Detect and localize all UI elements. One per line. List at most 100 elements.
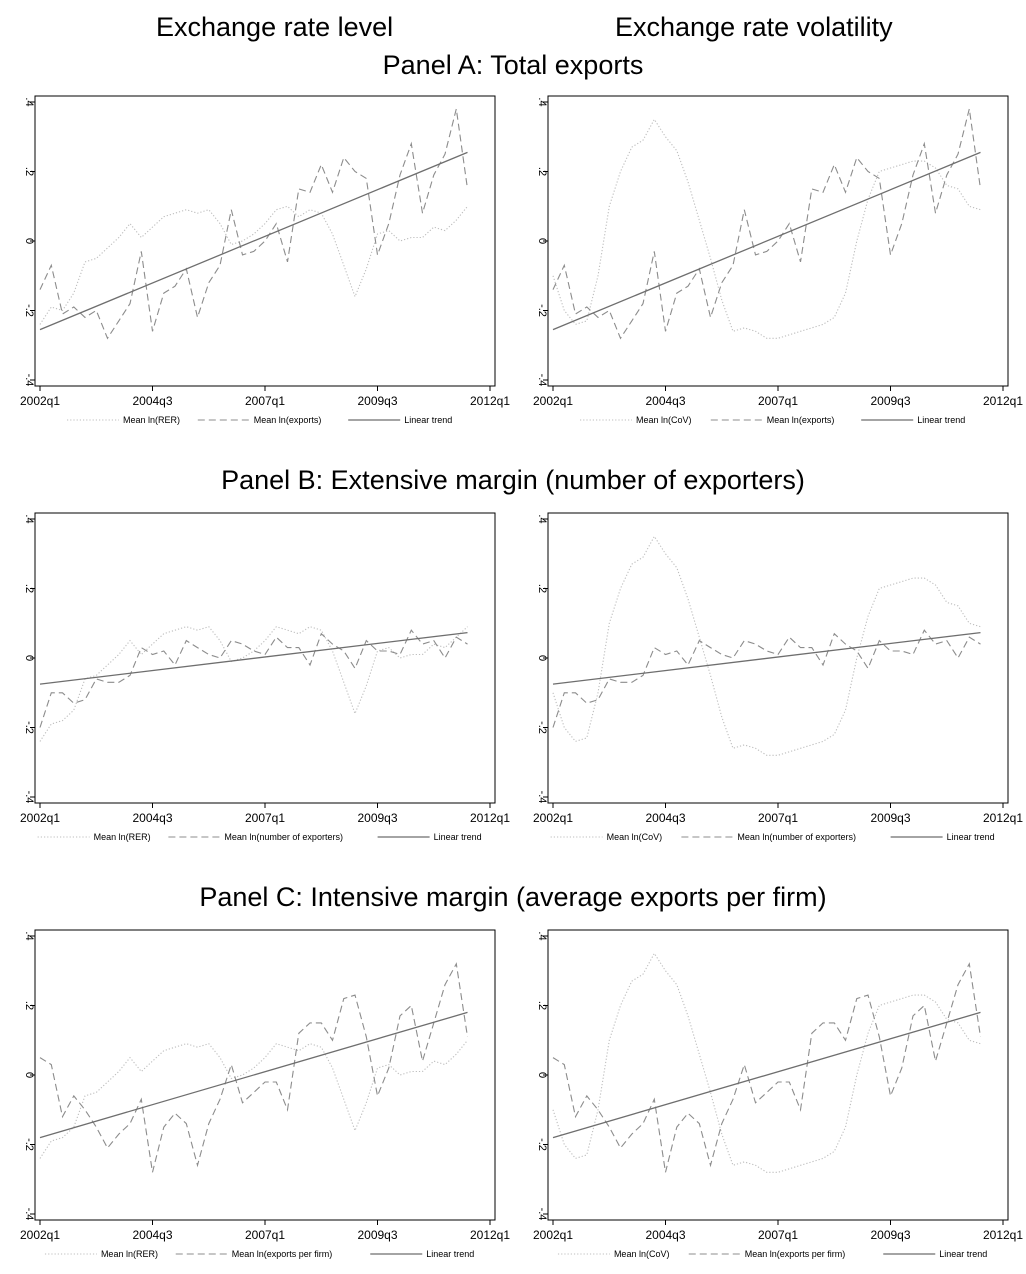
x-tick-label: 2012q1 <box>983 1228 1023 1242</box>
y-tick-label: -.4 <box>536 374 548 387</box>
x-tick-label: 2004q3 <box>645 1228 685 1242</box>
legend-label: Mean ln(RER) <box>123 415 180 425</box>
y-tick-label: -.4 <box>536 1208 548 1221</box>
x-tick-label: 2012q1 <box>470 394 510 408</box>
plot-frame <box>34 95 496 387</box>
series-line-dashed <box>552 108 982 340</box>
x-tick-label: 2012q1 <box>470 1228 510 1242</box>
panel-b-title: Panel B: Extensive margin (number of exp… <box>221 465 805 495</box>
legend-label: Mean ln(CoV) <box>607 832 663 842</box>
legend-label: Linear trend <box>947 832 995 842</box>
y-tick-label: 0 <box>23 1072 35 1078</box>
y-tick-label: -.2 <box>23 721 35 734</box>
x-tick-label: 2012q1 <box>983 811 1023 825</box>
series-line-dotted <box>39 1039 468 1159</box>
series-line-solid <box>39 631 468 685</box>
legend-label: Linear trend <box>939 1249 987 1259</box>
y-tick-label: .2 <box>23 167 35 176</box>
chart-panel-c-exchange-rate-level: -.4 -.2 0 .2 .4 2002q1 2004q3 2007q1 2009q3 2012q… <box>20 929 510 1259</box>
x-tick-label: 2009q3 <box>870 394 910 408</box>
x-tick-label: 2007q1 <box>245 811 285 825</box>
legend-label: Mean ln(exports) <box>767 415 835 425</box>
y-tick-label: .4 <box>23 931 35 940</box>
legend-label: Mean ln(exports per firm) <box>232 1249 333 1259</box>
x-tick-label: 2009q3 <box>357 811 397 825</box>
x-tick-label: 2004q3 <box>132 811 172 825</box>
legend-label: Mean ln(CoV) <box>636 415 692 425</box>
panel-a-title: Panel A: Total exports <box>382 50 644 80</box>
legend-label: Linear trend <box>917 415 965 425</box>
chart-panel-a-exchange-rate-volatility: -.4 -.2 0 .2 .4 2002q1 2004q3 2007q1 2009q3 2012q… <box>533 95 1023 425</box>
x-tick-label: 2007q1 <box>758 394 798 408</box>
series-line-solid <box>552 151 981 331</box>
y-tick-label: -.2 <box>23 304 35 317</box>
y-tick-label: 0 <box>536 1072 548 1078</box>
y-tick-label: 0 <box>23 655 35 661</box>
y-tick-label: -.4 <box>536 791 548 804</box>
x-tick-label: 2009q3 <box>870 811 910 825</box>
chart-panel-c-exchange-rate-volatility: -.4 -.2 0 .2 .4 2002q1 2004q3 2007q1 2009q3 2012q… <box>533 929 1023 1259</box>
x-tick-label: 2002q1 <box>20 811 60 825</box>
series-line-dashed <box>39 962 469 1173</box>
series-line-solid <box>552 1011 981 1139</box>
y-tick-label: .4 <box>536 931 548 940</box>
left-column-title: Exchange rate level <box>156 12 394 42</box>
y-tick-label: 0 <box>23 238 35 244</box>
x-tick-label: 2002q1 <box>533 394 573 408</box>
y-tick-label: .2 <box>536 1001 548 1010</box>
plot-frame <box>547 929 1009 1221</box>
legend-label: Mean ln(number of exporters) <box>737 832 856 842</box>
series-line-dotted <box>552 952 981 1173</box>
y-tick-label: 0 <box>536 655 548 661</box>
panel-c-title: Panel C: Intensive margin (average expor… <box>199 882 827 912</box>
x-tick-label: 2009q3 <box>357 1228 397 1242</box>
y-tick-label: -.2 <box>536 1138 548 1151</box>
series-line-dotted <box>39 205 468 325</box>
x-tick-label: 2004q3 <box>645 394 685 408</box>
y-tick-label: .4 <box>23 514 35 523</box>
y-tick-label: .2 <box>23 584 35 593</box>
legend-label: Mean ln(number of exporters) <box>224 832 343 842</box>
x-tick-label: 2002q1 <box>20 1228 60 1242</box>
plot-frame <box>34 929 496 1221</box>
x-tick-label: 2002q1 <box>533 1228 573 1242</box>
x-tick-label: 2007q1 <box>245 1228 285 1242</box>
legend-label: Mean ln(CoV) <box>614 1249 670 1259</box>
legend-label: Linear trend <box>404 415 452 425</box>
series-line-dotted <box>552 535 981 756</box>
x-tick-label: 2009q3 <box>357 394 397 408</box>
x-tick-label: 2007q1 <box>758 1228 798 1242</box>
y-tick-label: .2 <box>23 1001 35 1010</box>
plot-frame <box>34 512 496 804</box>
x-tick-label: 2004q3 <box>132 1228 172 1242</box>
series-line-dashed <box>39 108 469 340</box>
y-tick-label: .2 <box>536 584 548 593</box>
x-tick-label: 2004q3 <box>132 394 172 408</box>
y-tick-label: -.4 <box>23 1208 35 1221</box>
series-line-dashed <box>552 962 982 1173</box>
legend-label: Mean ln(exports per firm) <box>745 1249 846 1259</box>
y-tick-label: -.2 <box>536 304 548 317</box>
legend-label: Mean ln(RER) <box>101 1249 158 1259</box>
x-tick-label: 2002q1 <box>533 811 573 825</box>
y-tick-label: .4 <box>23 97 35 106</box>
x-tick-label: 2002q1 <box>20 394 60 408</box>
x-tick-label: 2004q3 <box>645 811 685 825</box>
y-tick-label: .4 <box>536 514 548 523</box>
x-tick-label: 2009q3 <box>870 1228 910 1242</box>
x-tick-label: 2007q1 <box>245 394 285 408</box>
series-line-solid <box>39 151 468 331</box>
plot-frame <box>547 512 1009 804</box>
right-column-title: Exchange rate volatility <box>615 12 893 42</box>
legend-label: Linear trend <box>434 832 482 842</box>
chart-panel-b-exchange-rate-level: -.4 -.2 0 .2 .4 2002q1 2004q3 2007q1 2009q3 2012q… <box>20 512 510 842</box>
x-tick-label: 2012q1 <box>470 811 510 825</box>
legend-label: Mean ln(RER) <box>94 832 151 842</box>
y-tick-label: -.2 <box>23 1138 35 1151</box>
series-line-dashed <box>39 629 468 728</box>
y-tick-label: -.4 <box>23 791 35 804</box>
y-tick-label: -.2 <box>536 721 548 734</box>
legend-label: Linear trend <box>426 1249 474 1259</box>
x-tick-label: 2012q1 <box>983 394 1023 408</box>
series-line-dotted <box>39 626 468 742</box>
